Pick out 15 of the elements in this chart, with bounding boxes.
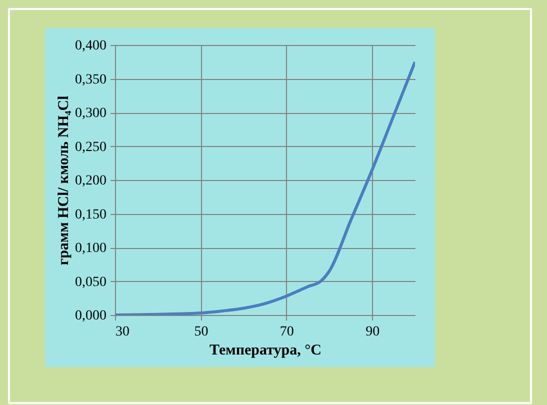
- y-tick-label: 0,200: [75, 174, 106, 188]
- y-tick-label: 0,250: [75, 140, 106, 155]
- y-tick-label: 0,400: [75, 38, 106, 54]
- y-tick-label: 0,050: [75, 274, 106, 290]
- y-tick-label: 0,300: [75, 106, 106, 121]
- x-tick-label: 70: [280, 324, 294, 340]
- y-tick-label: 0,000: [75, 308, 106, 324]
- x-tick-label: 50: [194, 324, 208, 340]
- y-tick-label: 0,150: [75, 207, 106, 222]
- x-tick-label: 30: [116, 324, 130, 340]
- x-axis-title: Температура, °C: [210, 342, 322, 358]
- y-tick-label: 0,100: [75, 241, 106, 256]
- x-tick-label: 90: [366, 324, 380, 340]
- y-axis-title: грамм HCl/ кмоль NH₄Cl: [56, 96, 72, 266]
- y-tick-label: 0,350: [75, 72, 106, 88]
